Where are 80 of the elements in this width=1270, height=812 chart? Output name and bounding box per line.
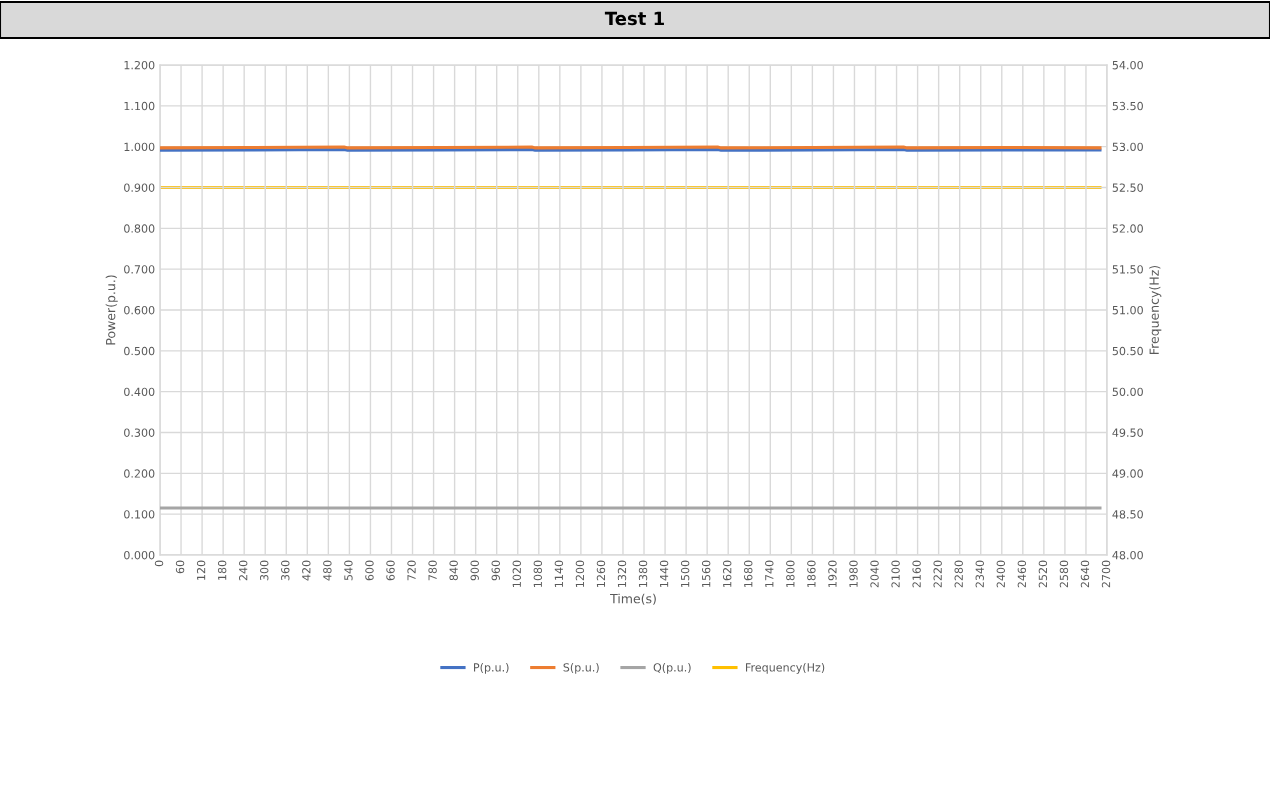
y2-tick-label: 51.50 [1112, 265, 1143, 274]
y-tick-label: 0.100 [124, 510, 155, 519]
x-tick-label: 360 [281, 560, 290, 581]
y2-tick-label: 54.00 [1112, 60, 1143, 70]
chart-title: Test 1 [604, 11, 664, 26]
y2-tick-label: 52.00 [1112, 224, 1143, 233]
x-tick-label: 1080 [533, 560, 543, 587]
x-tick-label: 1620 [723, 560, 732, 587]
y2-tick-label: 49.00 [1112, 469, 1143, 478]
x-tick-label: 120 [196, 560, 206, 580]
x-tick-label: 600 [365, 560, 374, 581]
y2-tick-label: 50.00 [1112, 387, 1143, 397]
y2-tick-label: 50.50 [1112, 346, 1143, 356]
x-tick-label: 2400 [996, 560, 1005, 588]
x-tick-label: 2040 [870, 560, 879, 588]
x-tick-label: 1860 [807, 560, 816, 587]
x-tick-label: 2580 [1059, 560, 1069, 588]
x-tick-label: 1740 [765, 560, 774, 587]
x-tick-label: 1800 [786, 560, 795, 587]
y-tick-label: 1.200 [124, 60, 155, 70]
legend-label: S(p.u.) [563, 663, 599, 674]
x-tick-label: 180 [217, 560, 227, 580]
x-tick-label: 240 [239, 560, 248, 581]
x-tick-label: 1020 [512, 560, 521, 587]
y-tick-label: 0.900 [124, 183, 155, 192]
legend-label: Frequency(Hz) [746, 663, 825, 674]
x-tick-label: 1260 [596, 560, 606, 587]
y-tick-label: 0.200 [124, 469, 155, 478]
x-tick-label: 2280 [954, 560, 963, 588]
y-tick-label: 1.000 [124, 142, 155, 152]
x-tick-label: 1140 [554, 560, 564, 587]
y2-tick-label: 48.50 [1112, 510, 1143, 519]
x-tick-label: 780 [428, 560, 437, 581]
y-axis-title: Power(p.u.) [105, 275, 118, 345]
x-tick-label: 300 [260, 560, 269, 581]
x-tick-label: 60 [175, 560, 185, 574]
x-axis-title: Time(s) [610, 593, 656, 605]
x-tick-label: 1380 [638, 560, 648, 587]
x-tick-label: 1560 [701, 560, 711, 587]
y-tick-label: 0.800 [124, 224, 155, 233]
x-tick-label: 720 [407, 560, 416, 581]
x-tick-label: 2160 [912, 560, 921, 588]
x-tick-label: 840 [449, 560, 458, 581]
y2-tick-label: 52.50 [1112, 183, 1143, 192]
x-tick-label: 0 [154, 560, 164, 567]
y-tick-label: 0.600 [124, 305, 155, 315]
x-tick-label: 480 [323, 560, 332, 581]
x-tick-label: 540 [344, 560, 353, 581]
x-tick-label: 1680 [744, 560, 753, 587]
y2-tick-label: 51.00 [1112, 305, 1143, 315]
x-tick-label: 2460 [1017, 560, 1027, 588]
x-tick-label: 2520 [1038, 560, 1048, 588]
x-tick-label: 900 [470, 560, 479, 581]
y-tick-label: 1.100 [124, 101, 155, 111]
y-tick-label: 0.500 [124, 346, 155, 356]
x-tick-label: 1920 [828, 560, 837, 587]
x-tick-label: 2700 [1101, 560, 1111, 588]
y-tick-label: 0.400 [124, 387, 155, 397]
x-tick-label: 2220 [933, 560, 942, 588]
x-tick-label: 2100 [891, 560, 900, 588]
legend-label: Q(p.u.) [653, 663, 691, 674]
x-tick-label: 1440 [659, 560, 669, 587]
x-tick-label: 420 [302, 560, 311, 581]
y-tick-label: 0.300 [124, 428, 155, 437]
y-tick-label: 0.000 [124, 550, 155, 560]
y2-tick-label: 49.50 [1112, 428, 1143, 437]
legend-label: P(p.u.) [474, 663, 509, 674]
y2-tick-label: 53.50 [1112, 101, 1143, 111]
y2-tick-label: 53.00 [1112, 142, 1143, 152]
x-tick-label: 660 [386, 560, 395, 581]
x-tick-label: 960 [491, 560, 500, 581]
x-tick-label: 1500 [680, 560, 690, 587]
x-tick-label: 1320 [617, 560, 627, 587]
x-tick-label: 1980 [849, 560, 858, 587]
y2-tick-label: 48.00 [1112, 550, 1143, 560]
x-tick-label: 2640 [1080, 560, 1090, 588]
y-tick-label: 0.700 [124, 265, 155, 274]
x-tick-label: 2340 [975, 560, 984, 588]
x-tick-label: 1200 [575, 560, 585, 587]
y2-axis-title: Frequency(Hz) [1149, 265, 1162, 354]
